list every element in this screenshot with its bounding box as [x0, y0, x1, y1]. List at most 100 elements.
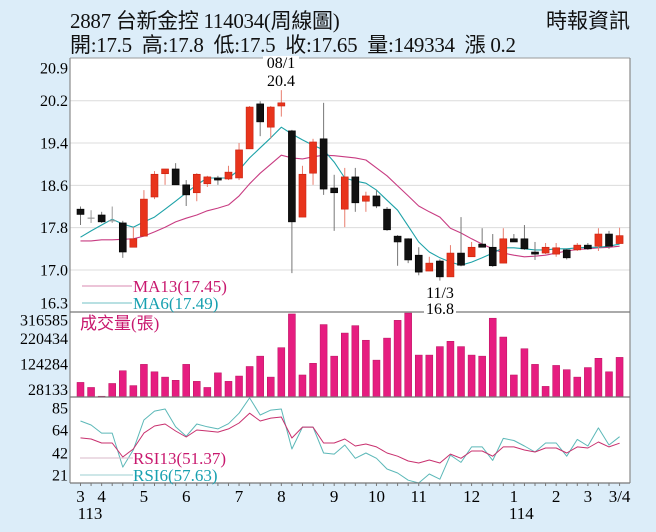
volume-bar: [562, 369, 571, 398]
volume-bar: [119, 370, 127, 398]
x-axis-month-label: 3: [584, 487, 593, 506]
candle: [340, 167, 349, 228]
ma13-line: [80, 154, 620, 258]
candle-body-down: [478, 243, 486, 248]
volume-bar: [351, 325, 360, 398]
rsi-axis-label: 64: [52, 422, 68, 439]
candle-body-up: [340, 176, 349, 210]
volume-bar: [193, 381, 201, 398]
candle-body-up: [298, 173, 307, 218]
high-annotation-date: 08/1: [267, 55, 295, 72]
quote-change: 漲 0.2: [464, 33, 516, 57]
x-axis-month-label: 9: [330, 487, 339, 506]
candle-body-up: [309, 141, 317, 174]
candle-body-up: [446, 252, 455, 278]
candle-body-up: [150, 173, 159, 198]
price-axis-label: 20.9: [40, 61, 68, 78]
x-axis-month-label: 2: [552, 487, 561, 506]
ma6-line: [80, 126, 620, 266]
volume-bar: [108, 383, 116, 398]
candle-body-down: [97, 214, 106, 223]
candle: [414, 247, 423, 276]
price-axis-label: 19.4: [40, 136, 68, 153]
rsi13-line: [80, 412, 620, 464]
volume-bar: [182, 364, 190, 398]
candle: [531, 241, 539, 260]
volume-bar: [615, 357, 624, 398]
volume-bar: [404, 312, 412, 398]
x-axis-month-label: 3/4: [609, 487, 631, 506]
candle-body-up: [499, 238, 508, 264]
candle-body-down: [383, 208, 391, 231]
volume-bar: [224, 381, 233, 398]
volume-panel-label: 成交量(張): [80, 314, 159, 333]
candle-body-up: [541, 246, 550, 254]
candle-body-down: [182, 184, 190, 196]
volume-bar: [541, 386, 550, 398]
candle: [457, 217, 465, 267]
panel-borders: [69, 57, 631, 484]
candle: [182, 180, 190, 206]
volume-bar: [457, 346, 465, 398]
candle-body-down: [520, 238, 529, 250]
candle: [288, 129, 296, 274]
volume-bar: [478, 355, 486, 398]
candle-body-down: [288, 130, 296, 223]
candle-body-up: [140, 198, 148, 237]
volume-bar: [235, 375, 243, 398]
quote-high: 高:17.8: [141, 33, 204, 57]
candle: [224, 165, 233, 181]
volume-bar: [288, 313, 296, 398]
volume-bar: [87, 387, 95, 398]
candle-body-up: [266, 106, 275, 128]
candle-body-up: [362, 195, 370, 202]
candle: [351, 167, 360, 212]
x-axis-month-label: 1: [510, 487, 519, 506]
volume-bar: [573, 376, 582, 398]
candle: [214, 175, 222, 185]
candle: [467, 241, 476, 258]
x-axis-month-label: 7: [235, 487, 244, 506]
candle-body-down: [605, 233, 613, 247]
x-axis-year-label: 114: [509, 504, 534, 523]
volume-bar: [362, 339, 370, 398]
x-axis-month-label: 11: [411, 487, 427, 506]
volume-bar: [520, 348, 529, 398]
candle-body-up: [235, 149, 243, 179]
candle-body-up: [615, 235, 624, 244]
ma6-legend-label: MA6(17.49): [133, 294, 218, 313]
candle: [235, 143, 243, 181]
candle: [277, 90, 286, 117]
x-axis-month-label: 10: [368, 487, 385, 506]
quote-low: 低:17.5: [213, 33, 276, 57]
low-annotation-date: 11/3: [426, 285, 454, 302]
candle: [541, 243, 550, 255]
volume-bar: [510, 374, 518, 398]
rsi6-line: [80, 397, 620, 484]
candle-body-down: [457, 252, 465, 266]
candle: [510, 234, 518, 243]
candle-body-up: [203, 176, 212, 185]
quote-volume: 量:149334: [367, 33, 455, 57]
candle: [425, 256, 434, 272]
rsi6-legend: RSI6(57.63): [80, 466, 218, 485]
volume-bar: [414, 354, 423, 398]
candle-body-down: [319, 138, 328, 190]
rsi13-legend: RSI13(51.37): [80, 449, 226, 468]
volume-bar: [140, 364, 148, 398]
candle: [192, 173, 201, 202]
chart-title: 2887 台新金控 114034(周線圖): [70, 9, 340, 33]
candle-body-down: [214, 177, 222, 181]
volume-bar: [161, 376, 169, 398]
high-annotation: 08/1 20.4: [263, 55, 299, 90]
volume-bar: [76, 382, 85, 398]
candle: [330, 174, 338, 231]
candlestick-series: [76, 90, 624, 281]
candle: [161, 168, 169, 185]
candle: [594, 228, 603, 251]
candle: [129, 227, 138, 248]
quote-close: 收:17.65: [285, 33, 358, 57]
volume-bar: [552, 365, 560, 398]
volume-bar: [393, 320, 402, 398]
volume-bar: [488, 317, 497, 398]
